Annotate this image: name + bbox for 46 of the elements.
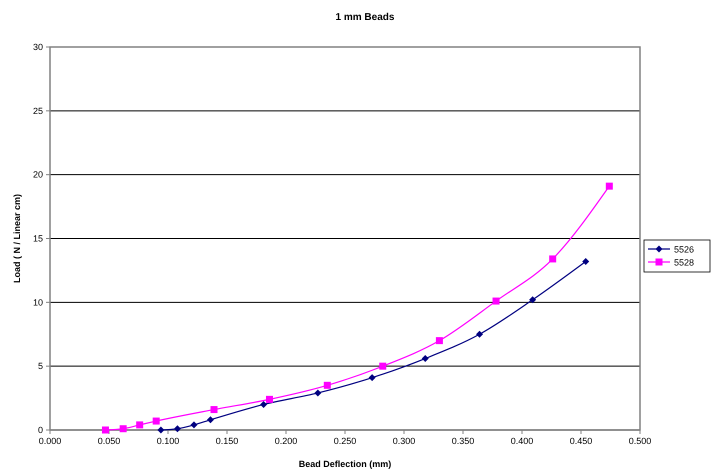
- point: [529, 296, 536, 304]
- point: [210, 406, 218, 414]
- legend-label: 5526: [674, 244, 694, 254]
- y-tick-label: 0: [38, 425, 43, 435]
- x-tick-label: 0.350: [452, 436, 474, 446]
- point: [120, 425, 127, 432]
- x-tick-label: 0.200: [274, 436, 298, 446]
- point: [157, 426, 164, 434]
- point: [549, 255, 556, 262]
- point: [102, 426, 109, 434]
- point: [314, 389, 322, 396]
- point: [190, 421, 198, 428]
- x-tick-label: 0.450: [570, 436, 592, 446]
- x-tick-label: 0.000: [38, 436, 62, 446]
- point: [136, 421, 144, 428]
- point: [266, 396, 273, 403]
- x-tick-label: 0.500: [628, 436, 652, 446]
- y-tick-label: 5: [38, 361, 43, 372]
- x-axis-title: Bead Deflection (mm): [298, 459, 392, 469]
- y-tick-label: 25: [32, 106, 43, 116]
- x-tick-label: 0.150: [216, 436, 238, 446]
- point: [368, 374, 376, 382]
- chart-title: 1 mm Beads: [336, 12, 395, 23]
- point: [260, 400, 268, 408]
- point: [436, 337, 443, 344]
- x-tick-label: 0.300: [392, 436, 416, 446]
- point: [582, 258, 590, 265]
- y-tick-label: 30: [32, 42, 43, 52]
- y-tick-label: 20: [32, 170, 43, 180]
- point: [206, 416, 214, 424]
- point: [422, 355, 429, 362]
- point: [324, 382, 331, 389]
- x-tick-label: 0.050: [98, 436, 120, 446]
- x-tick-label: 0.400: [510, 436, 534, 446]
- point: [606, 182, 613, 190]
- point: [152, 418, 160, 425]
- y-tick-label: 10: [32, 297, 43, 308]
- legend-label: 5528: [674, 258, 694, 268]
- point: [476, 330, 484, 338]
- x-tick-label: 0.100: [156, 436, 180, 446]
- y-tick-label: 15: [32, 234, 43, 244]
- x-tick-label: 0.250: [334, 436, 356, 446]
- point: [174, 425, 181, 432]
- point: [492, 298, 500, 305]
- point: [379, 362, 386, 370]
- y-axis-title: Load ( N / Linear cm): [12, 194, 22, 284]
